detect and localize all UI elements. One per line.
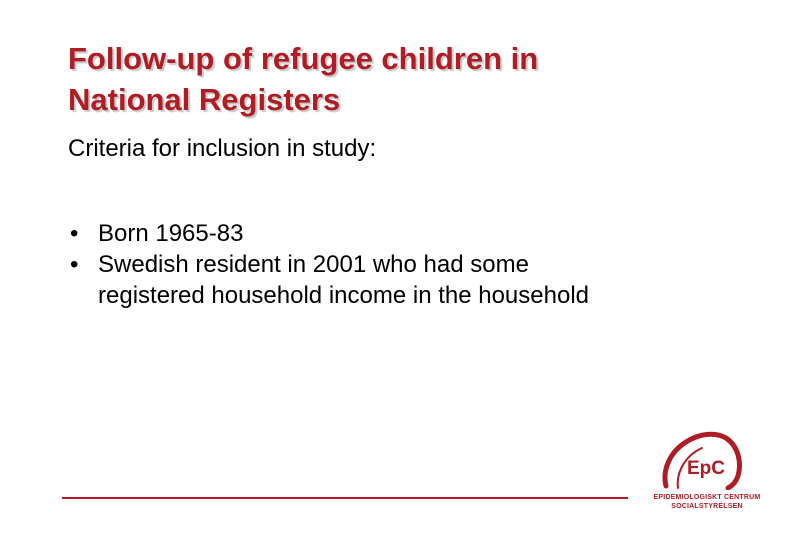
epc-logo-mark-text: EpC [687,458,725,479]
epc-logo: EpC EPIDEMIOLOGISKT CENTRUM SOCIALSTYREL… [632,430,782,512]
slide-title: Follow-up of refugee children in Nationa… [68,38,768,120]
slide-title-line-1: Follow-up of refugee children in [68,41,539,76]
bullet-item: • Born 1965-83 [68,218,768,249]
bullet-marker: • [70,251,79,278]
bullet-list: • Born 1965-83 • Swedish resident in 200… [68,218,768,311]
epc-logo-mark: EpC [662,431,742,490]
bullet-text-line-1: Swedish resident in 2001 who had some [98,251,529,278]
bullet-marker: • [70,220,79,247]
slide-title-line-2: National Registers [68,82,341,117]
slide-subtitle: Criteria for inclusion in study: [68,135,377,162]
bullet-text-line-2: registered household income in the house… [98,282,590,309]
epc-logo-name-line-2: SOCIALSTYRELSEN [671,503,743,510]
epc-logo-name-line-1: EPIDEMIOLOGISKT CENTRUM [653,494,761,501]
epc-logo-name: EPIDEMIOLOGISKT CENTRUM SOCIALSTYRELSEN [632,493,782,511]
bullet-text: Born 1965-83 [98,220,244,247]
bullet-item: • Swedish resident in 2001 who had some … [68,249,768,311]
footer-divider [62,497,628,499]
